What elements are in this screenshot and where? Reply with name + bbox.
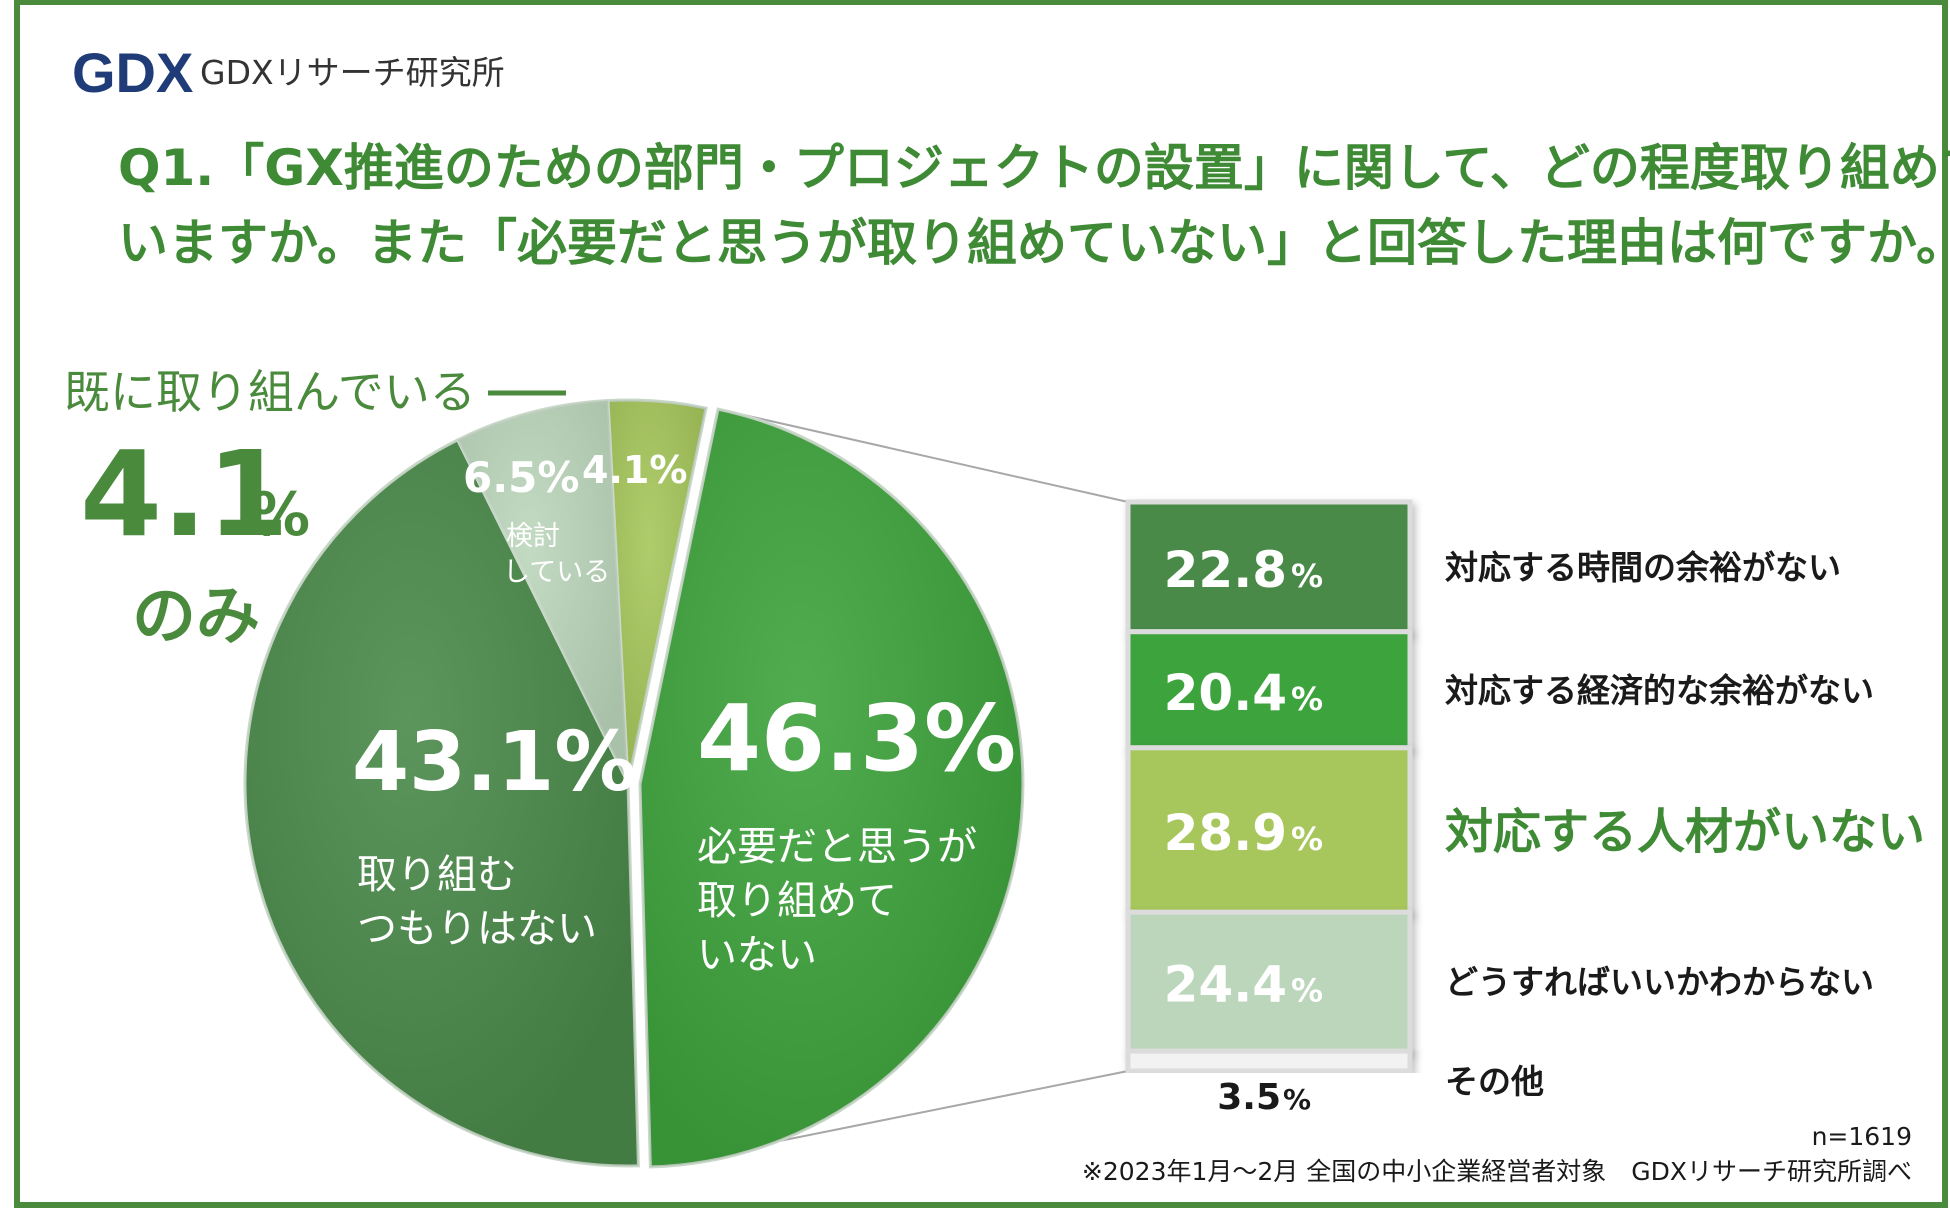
reason-stacked-bar: 22.8% 対応する時間の余裕がない 20.4% 対応する経済的な余裕がない 28.9%… <box>1125 499 1925 1118</box>
bar-segment-other <box>1125 1048 1413 1074</box>
slice-considering-label: 検討 <box>506 521 560 552</box>
bar-unit-money: % <box>1291 680 1323 718</box>
bar-label-money: 対応する経済的な余裕がない <box>1445 671 1874 710</box>
slice-considering-label: している <box>503 557 610 588</box>
sample-size: n=1619 <box>1812 1122 1912 1151</box>
slice-already-value: 4.1% <box>582 448 687 492</box>
brand-name: GDXリサーチ研究所 <box>200 53 505 92</box>
bar-unit-time: % <box>1291 557 1323 595</box>
slice-considering-value: 6.5% <box>463 453 579 502</box>
bar-segment-time <box>1125 499 1413 635</box>
bar-unit-people: % <box>1291 820 1323 858</box>
bar-segment-people <box>1125 745 1413 915</box>
slice-want-but-not-label: 取り組めて <box>697 878 897 924</box>
bar-segment-know-how <box>1125 909 1413 1054</box>
bar-label-time: 対応する時間の余裕がない <box>1445 548 1841 587</box>
bar-value-people: 28.9 <box>1164 804 1287 862</box>
slice-want-but-not-label: 必要だと思うが <box>697 824 977 870</box>
callout-value: 4.1 <box>80 425 289 563</box>
bar-value-money: 20.4 <box>1164 664 1287 722</box>
callout-unit: % <box>250 480 310 550</box>
bar-segment-money <box>1125 629 1413 751</box>
source-note: ※2023年1月～2月 全国の中小企業経営者対象 GDXリサーチ研究所調べ <box>1082 1157 1912 1186</box>
bar-unit-other: % <box>1283 1083 1311 1116</box>
bar-unit-know-how: % <box>1291 972 1323 1010</box>
bar-label-know-how: どうすればいいかわからない <box>1445 963 1874 1002</box>
bar-value-know-how: 24.4 <box>1164 956 1287 1014</box>
bar-value-time: 22.8 <box>1164 541 1287 599</box>
callout-label: 既に取り組んでいる <box>64 365 476 419</box>
callout-already: 既に取り組んでいる 4.1 % のみ <box>64 365 566 654</box>
callout-suffix: のみ <box>132 580 260 654</box>
logo-mark: GDX <box>72 41 193 104</box>
bar-value-other: 3.5 <box>1217 1077 1281 1118</box>
brand-logo: GDX GDXリサーチ研究所 <box>72 41 505 104</box>
connector-line-top <box>717 408 1129 503</box>
bar-label-other: その他 <box>1445 1062 1544 1101</box>
slice-no-plan-label: つもりはない <box>357 906 597 952</box>
slice-considering-shade <box>457 400 628 783</box>
slice-no-plan-shade <box>244 439 639 1167</box>
slice-want-but-not-shade <box>639 409 1023 1167</box>
slice-no-plan-value: 43.1% <box>352 715 636 810</box>
title-line-2: いますか。また「必要だと思うが取り組めていない」と回答した理由は何ですか。 <box>118 214 1950 272</box>
title-line-1: Q1.「GX推進のための部門・プロジェクトの設置」に関して、どの程度取り組めて <box>118 139 1950 197</box>
slice-no-plan-label: 取り組む <box>357 852 517 898</box>
slice-already-shade <box>607 400 707 783</box>
slice-want-but-not-value: 46.3% <box>697 685 1016 792</box>
bar-label-people: 対応する人材がいない <box>1445 804 1925 860</box>
slice-want-but-not-label: いない <box>697 932 817 978</box>
